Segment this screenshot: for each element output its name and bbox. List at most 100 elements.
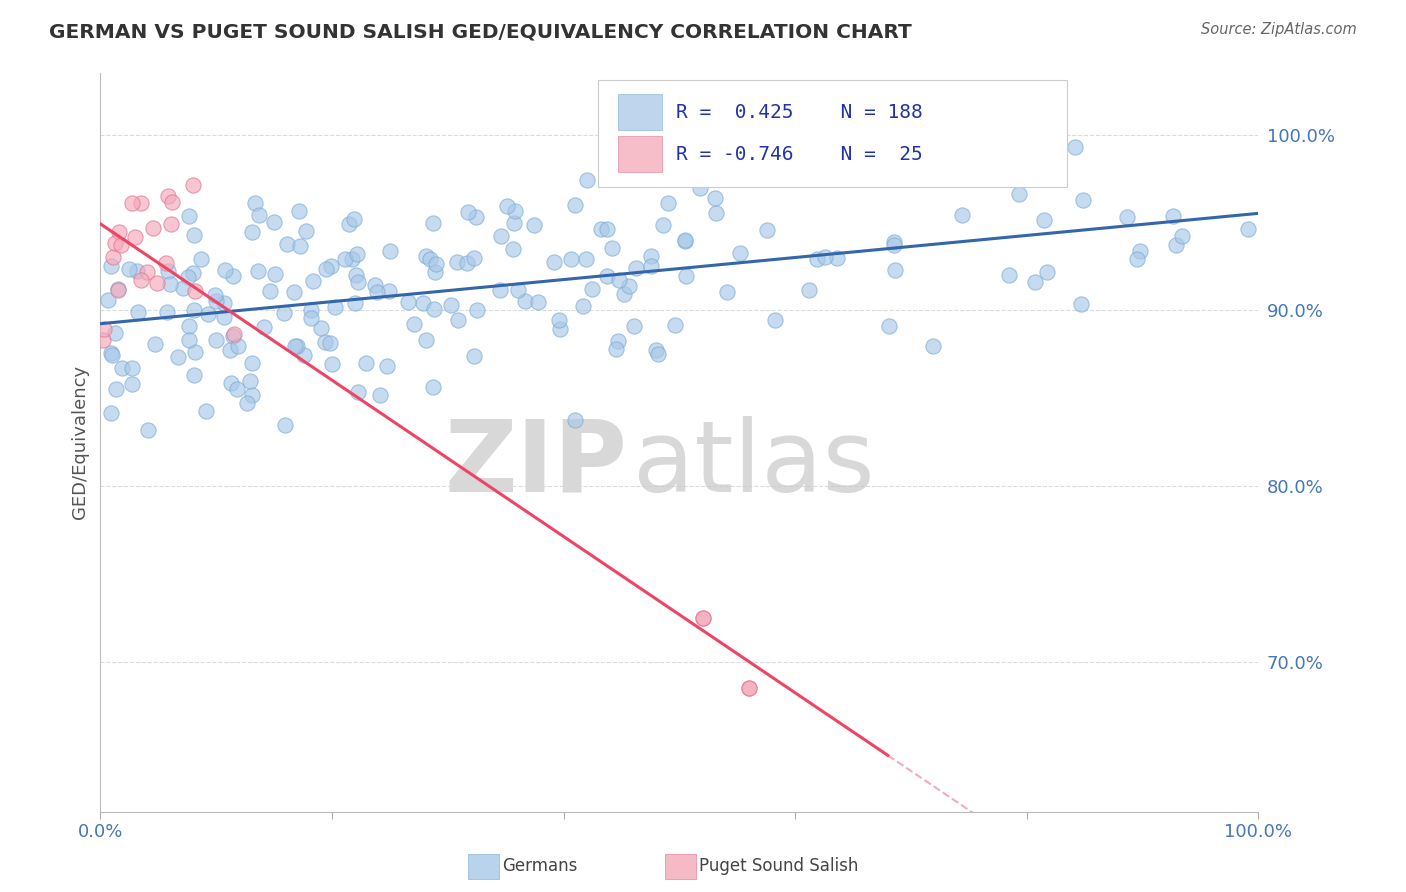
Point <box>640 250 662 264</box>
Point <box>814 250 837 264</box>
Point <box>364 278 387 293</box>
Point <box>564 198 586 212</box>
Point <box>246 263 269 277</box>
Point <box>129 196 152 211</box>
Point <box>354 355 377 369</box>
Point <box>600 241 623 255</box>
Point <box>704 191 727 205</box>
Point <box>179 209 201 223</box>
Point <box>226 338 249 352</box>
Point <box>295 224 318 238</box>
Point <box>1024 275 1046 289</box>
Point <box>502 215 524 229</box>
Point <box>340 252 363 266</box>
Point <box>412 295 434 310</box>
Point <box>181 178 204 193</box>
Point <box>689 181 711 195</box>
Point <box>104 326 127 340</box>
Point <box>347 385 370 400</box>
Point <box>156 305 179 319</box>
Point <box>346 246 368 260</box>
Point <box>1036 265 1059 279</box>
Point <box>204 288 226 302</box>
Point <box>315 262 337 277</box>
Point <box>508 283 530 297</box>
Point <box>212 296 235 310</box>
Point <box>288 239 311 253</box>
Point <box>107 282 129 296</box>
Point <box>664 318 686 333</box>
Point <box>623 319 645 334</box>
Point <box>240 388 263 402</box>
Point <box>651 218 673 232</box>
Point <box>219 343 242 357</box>
FancyBboxPatch shape <box>599 80 1067 187</box>
Point <box>515 293 537 308</box>
Point <box>673 233 696 247</box>
Point <box>288 204 311 219</box>
Point <box>375 359 398 374</box>
Point <box>108 225 131 239</box>
Point <box>181 266 204 280</box>
Point <box>127 304 149 318</box>
Point <box>763 313 786 327</box>
Point <box>240 356 263 370</box>
Point <box>190 252 212 266</box>
Point <box>259 284 281 298</box>
Point <box>110 238 132 252</box>
Point <box>378 244 401 258</box>
Point <box>640 259 662 273</box>
Point <box>125 263 148 277</box>
Point <box>325 301 347 315</box>
Point <box>301 302 323 317</box>
Point <box>948 140 970 154</box>
Point <box>183 284 205 298</box>
Point <box>877 318 900 333</box>
Point <box>283 285 305 299</box>
Point <box>806 252 828 266</box>
Point <box>523 218 546 232</box>
Text: R =  0.425    N = 188: R = 0.425 N = 188 <box>676 103 922 121</box>
Point <box>404 317 426 331</box>
Point <box>136 265 159 279</box>
Point <box>526 294 548 309</box>
Point <box>673 235 696 249</box>
Point <box>425 257 447 271</box>
Point <box>276 236 298 251</box>
Point <box>465 302 488 317</box>
Point <box>613 286 636 301</box>
Point <box>548 313 571 327</box>
Point <box>263 267 285 281</box>
Point <box>728 246 751 260</box>
Point <box>922 339 945 353</box>
Point <box>607 273 630 287</box>
Point <box>692 611 714 625</box>
Point <box>738 681 761 696</box>
Point <box>716 285 738 299</box>
Point <box>938 159 960 173</box>
Point <box>624 261 647 276</box>
Point <box>657 196 679 211</box>
FancyBboxPatch shape <box>619 136 662 172</box>
Point <box>121 195 143 210</box>
Point <box>647 347 669 361</box>
Point <box>195 403 218 417</box>
Point <box>366 285 388 300</box>
Point <box>219 376 242 391</box>
Point <box>423 265 446 279</box>
Point <box>447 313 470 327</box>
Point <box>136 423 159 437</box>
Point <box>253 320 276 334</box>
Point <box>377 284 399 298</box>
Point <box>704 206 727 220</box>
Point <box>1237 222 1260 236</box>
Point <box>247 208 270 222</box>
Point <box>121 376 143 391</box>
Point <box>143 337 166 351</box>
Point <box>183 303 205 318</box>
Point <box>273 305 295 319</box>
Point <box>998 268 1021 282</box>
Point <box>463 251 485 265</box>
Point <box>183 345 205 359</box>
Point <box>797 283 820 297</box>
